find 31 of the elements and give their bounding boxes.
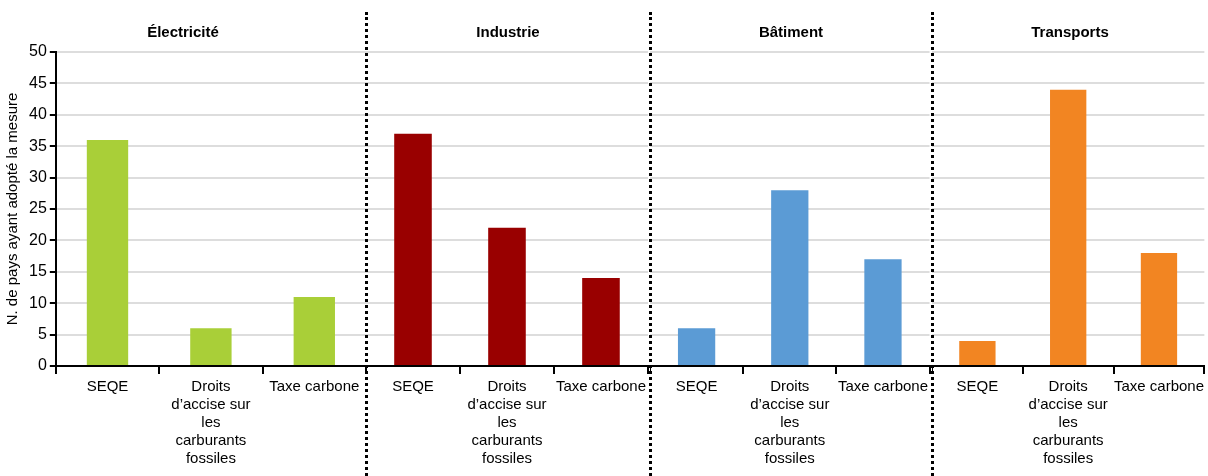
x-tick-label: Taxe carbone [837,377,928,395]
x-tick-label: SEQE [675,377,718,395]
y-tick-label: 10 [29,293,47,311]
y-tick-label: 5 [37,325,47,343]
y-tick-label: 30 [29,168,47,186]
y-tick-label: 45 [29,73,47,91]
bar [293,296,335,365]
x-tick-label: Taxe carbone [555,377,646,395]
x-tick-label: SEQE [956,377,999,395]
y-tick-label: 0 [37,356,47,374]
x-tick-label: Droits d’accise sur les carburants fossiles [750,377,830,467]
chart-title: Transports [1031,23,1109,41]
chart-title: Électricité [147,23,219,41]
x-tick-label: Droits d’accise sur les carburants fossiles [467,377,547,467]
chart-title: Bâtiment [758,23,824,41]
y-tick-label: 20 [29,230,47,248]
bar [86,139,129,365]
x-tick-label: Droits d’accise sur les carburants fossiles [1028,377,1108,467]
y-axis-title: N. de pays ayant adopté la mesure [3,92,21,326]
y-tick-label: 40 [29,105,47,123]
y-tick-label: 25 [29,199,47,217]
y-tick-label: 35 [29,136,47,154]
x-tick-label: Droits d’accise sur les carburants fossiles [171,377,251,467]
x-tick-label: SEQE [86,377,129,395]
y-tick-label: 50 [29,42,47,60]
x-tick-label: Taxe carbone [269,377,360,395]
x-tick-label: Taxe carbone [1113,377,1204,395]
bar [190,328,232,365]
chart-title: Industrie [476,23,540,41]
y-tick-label: 15 [29,262,47,280]
x-tick-label: SEQE [392,377,434,395]
